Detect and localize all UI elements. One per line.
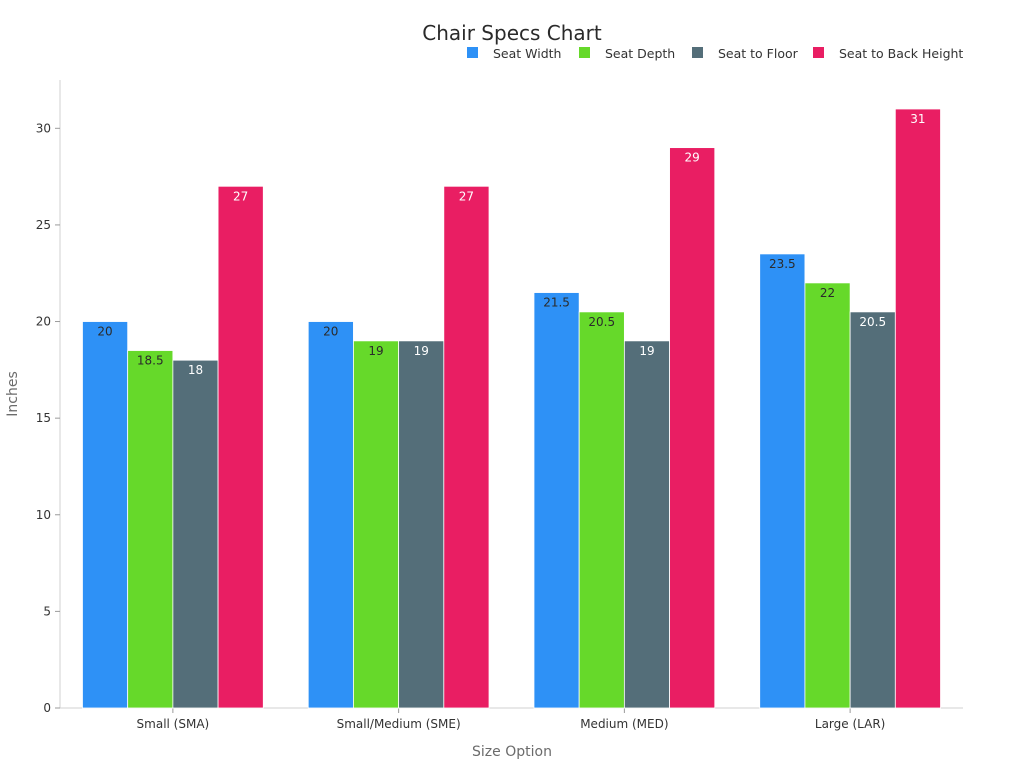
x-tick-label-medium-med: Medium (MED)	[580, 717, 668, 731]
bar-seat-to-floor-small-medium-sme	[398, 340, 445, 709]
bar-seat-width-small-sma	[82, 321, 129, 709]
x-tick-label-large-lar: Large (LAR)	[815, 717, 885, 731]
bar-label-seat-depth-small-sma: 18.5	[137, 354, 164, 368]
bar-label-seat-width-small-medium-sme: 20	[323, 325, 338, 339]
bar-seat-to-floor-medium-med	[623, 340, 670, 709]
bar-seat-depth-medium-med	[578, 311, 625, 709]
bar-seat-width-small-medium-sme	[307, 321, 354, 709]
legend-label-seat-width: Seat Width	[493, 46, 561, 61]
bar-label-seat-depth-large-lar: 22	[820, 286, 835, 300]
bar-label-seat-to-back-height-large-lar: 31	[910, 112, 925, 126]
chart-title: Chair Specs Chart	[422, 21, 602, 45]
bar-label-seat-to-back-height-medium-med: 29	[685, 151, 700, 165]
y-tick-label-20: 20	[36, 315, 51, 329]
x-ticks: Small (SMA) Small/Medium (SME) Medium (MED…	[137, 708, 885, 731]
legend-label-seat-depth: Seat Depth	[605, 46, 675, 61]
y-axis-title: Inches	[5, 371, 21, 416]
y-tick-label-10: 10	[36, 508, 51, 522]
bar-seat-depth-large-lar	[804, 282, 851, 709]
bar-seat-to-back-height-large-lar	[894, 108, 941, 709]
y-tick-label-0: 0	[43, 701, 51, 715]
bar-label-seat-to-floor-small-sma: 18	[188, 363, 203, 377]
bar-seat-to-floor-small-sma	[172, 359, 219, 709]
bar-label-seat-width-small-sma: 20	[97, 325, 112, 339]
bar-label-seat-to-floor-large-lar: 20.5	[859, 315, 886, 329]
bar-seat-depth-small-medium-sme	[353, 340, 400, 709]
legend-swatch-seat-depth	[579, 47, 590, 58]
x-tick-label-small-medium-sme: Small/Medium (SME)	[337, 717, 461, 731]
y-ticks: 0 5 10 15 20 25 30	[36, 121, 60, 715]
bar-seat-width-medium-med	[533, 292, 580, 709]
legend-label-seat-to-floor: Seat to Floor	[718, 46, 799, 61]
bar-seat-to-floor-large-lar	[849, 311, 896, 709]
legend-swatch-seat-width	[467, 47, 478, 58]
y-tick-label-25: 25	[36, 218, 51, 232]
x-tick-label-small-sma: Small (SMA)	[137, 717, 210, 731]
y-tick-label-15: 15	[36, 411, 51, 425]
bar-seat-depth-small-sma	[127, 350, 174, 709]
x-axis-title: Size Option	[472, 744, 552, 760]
bar-label-seat-to-floor-medium-med: 19	[639, 344, 654, 358]
y-tick-label-30: 30	[36, 121, 51, 135]
legend-label-seat-to-back-height: Seat to Back Height	[839, 46, 963, 61]
legend: Seat Width Seat Depth Seat to Floor Seat to…	[467, 46, 963, 61]
bar-label-seat-to-back-height-small-medium-sme: 27	[459, 189, 474, 203]
bar-label-seat-width-large-lar: 23.5	[769, 257, 796, 271]
bars	[82, 108, 941, 709]
legend-swatch-seat-to-floor	[692, 47, 703, 58]
bar-seat-width-large-lar	[759, 253, 806, 709]
bar-label-seat-depth-small-medium-sme: 19	[368, 344, 383, 358]
legend-swatch-seat-to-back-height	[813, 47, 824, 58]
bar-label-seat-to-back-height-small-sma: 27	[233, 189, 248, 203]
bar-seat-to-back-height-medium-med	[669, 147, 716, 709]
bar-label-seat-width-medium-med: 21.5	[543, 296, 570, 310]
y-tick-label-5: 5	[43, 604, 51, 618]
bar-label-seat-depth-medium-med: 20.5	[588, 315, 615, 329]
bar-seat-to-back-height-small-medium-sme	[443, 185, 490, 709]
bar-seat-to-back-height-small-sma	[217, 185, 264, 709]
bar-label-seat-to-floor-small-medium-sme: 19	[414, 344, 429, 358]
bar-labels: 20 18.5 18 27 20 19 19 27 21.5 20.5 19 29 23.5 22 20.5…	[97, 112, 925, 377]
